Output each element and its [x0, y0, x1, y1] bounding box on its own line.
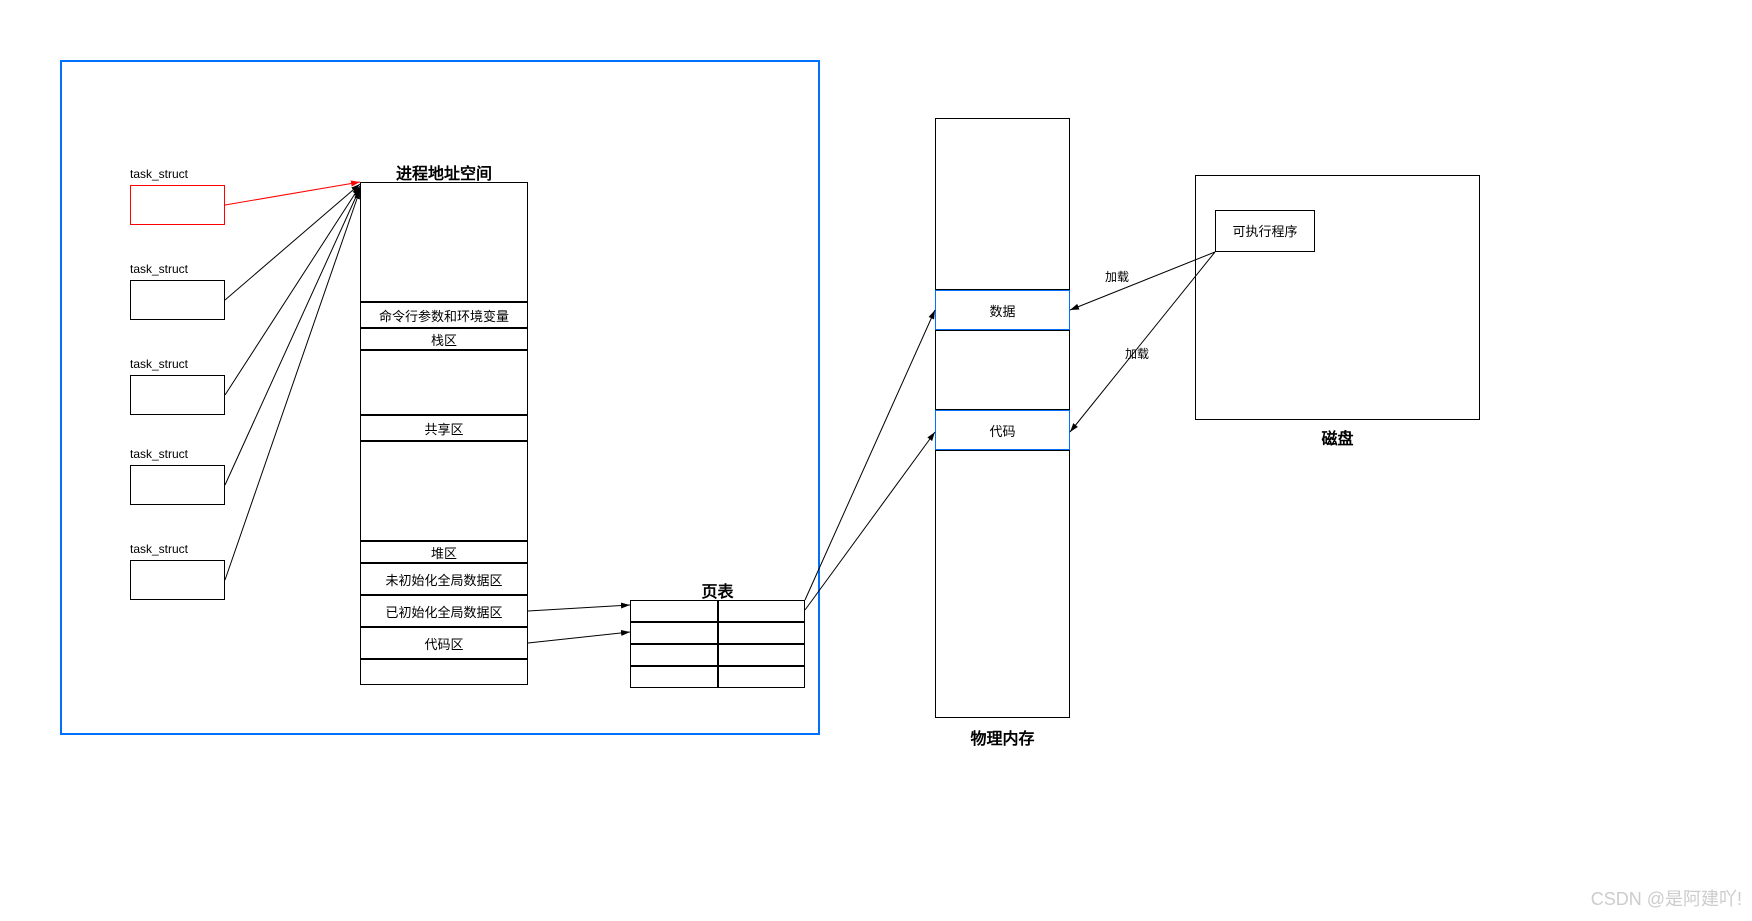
page-table-cell	[630, 600, 718, 622]
address-segment: 堆区	[360, 541, 528, 563]
address-segment: 共享区	[360, 415, 528, 441]
page-table-cell	[718, 622, 806, 644]
disk-inner-label: 可执行程序	[1216, 211, 1314, 253]
address-segment: 代码区	[360, 627, 528, 659]
address-segment	[360, 441, 528, 541]
address-segment	[360, 659, 528, 685]
task-struct-box	[130, 560, 225, 600]
task-struct-label: task_struct	[130, 167, 188, 181]
task-struct-box	[130, 375, 225, 415]
address-segment	[360, 350, 528, 415]
address-space-title: 进程地址空间	[360, 160, 528, 184]
page-table-title: 页表	[630, 578, 805, 602]
task-struct-label: task_struct	[130, 447, 188, 461]
load-label-1: 加载	[1105, 268, 1129, 285]
address-segment: 栈区	[360, 328, 528, 350]
physical-memory-segment: 数据	[935, 290, 1070, 330]
disk-title: 磁盘	[1195, 425, 1480, 449]
watermark: CSDN @是阿建吖!	[1591, 885, 1742, 911]
physical-memory-title: 物理内存	[935, 725, 1070, 749]
load-label-2: 加载	[1125, 345, 1149, 362]
page-table-cell	[630, 622, 718, 644]
page-table-cell	[630, 644, 718, 666]
page-table-cell	[718, 600, 806, 622]
physical-memory-segment	[935, 330, 1070, 410]
task-struct-label: task_struct	[130, 542, 188, 556]
address-segment	[360, 182, 528, 302]
page-table-cell	[630, 666, 718, 688]
address-segment: 未初始化全局数据区	[360, 563, 528, 595]
physical-memory-segment	[935, 118, 1070, 290]
task-struct-box	[130, 280, 225, 320]
task-struct-label: task_struct	[130, 357, 188, 371]
task-struct-box	[130, 185, 225, 225]
physical-memory-segment: 代码	[935, 410, 1070, 450]
page-table-cell	[718, 644, 806, 666]
task-struct-box	[130, 465, 225, 505]
address-segment: 命令行参数和环境变量	[360, 302, 528, 328]
page-table-cell	[718, 666, 806, 688]
task-struct-label: task_struct	[130, 262, 188, 276]
disk-inner: 可执行程序	[1215, 210, 1315, 252]
physical-memory-segment	[935, 450, 1070, 718]
address-segment: 已初始化全局数据区	[360, 595, 528, 627]
